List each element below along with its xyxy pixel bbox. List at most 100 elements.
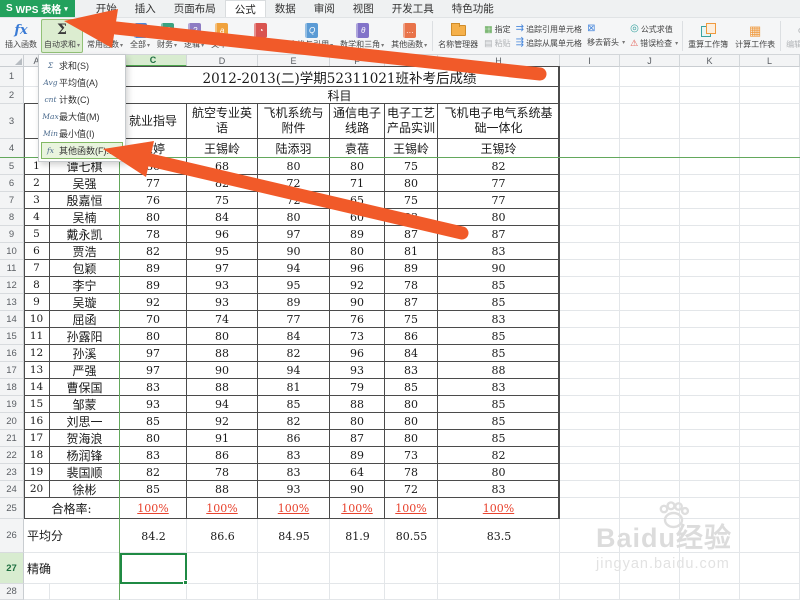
tab-特色功能[interactable]: 特色功能 xyxy=(451,3,494,15)
cell-L23[interactable] xyxy=(740,464,800,481)
cell-L9[interactable] xyxy=(740,226,800,243)
cell-L2[interactable] xyxy=(740,87,800,104)
cell-J15[interactable] xyxy=(620,328,680,345)
cell-C7[interactable]: 76 xyxy=(120,192,187,209)
cell-H27[interactable] xyxy=(438,553,560,584)
cell-C17[interactable]: 97 xyxy=(120,362,187,379)
cell-I18[interactable] xyxy=(560,379,620,396)
cell-E14[interactable]: 77 xyxy=(258,311,330,328)
student-no-2[interactable]: 2 xyxy=(24,175,50,192)
pass-rate-3[interactable]: 100% xyxy=(258,498,330,519)
student-no-7[interactable]: 7 xyxy=(24,260,50,277)
cell-J25[interactable] xyxy=(620,498,680,519)
cell-I10[interactable] xyxy=(560,243,620,260)
tab-视图[interactable]: 视图 xyxy=(352,3,374,15)
cell-H5[interactable]: 82 xyxy=(438,158,560,175)
cell-F24[interactable]: 90 xyxy=(330,481,385,498)
cell-D22[interactable]: 86 xyxy=(187,447,258,464)
cell-I28[interactable] xyxy=(560,584,620,600)
cell-K27[interactable] xyxy=(680,553,740,584)
cell-H6[interactable]: 77 xyxy=(438,175,560,192)
cell-H8[interactable]: 80 xyxy=(438,209,560,226)
student-no-20[interactable]: 20 xyxy=(24,481,50,498)
category-button-财务[interactable]: $ 财务▾ xyxy=(154,19,180,53)
student-no-14[interactable]: 14 xyxy=(24,379,50,396)
row-header-28[interactable]: 28 xyxy=(0,584,24,600)
sheet-title-cell[interactable]: 2012-2013(二)学期52311021班补考后成绩 xyxy=(120,67,560,87)
category-button-其他函数[interactable]: … 其他函数▾ xyxy=(388,19,430,53)
cell-G12[interactable]: 78 xyxy=(385,277,438,294)
select-all-corner[interactable] xyxy=(0,55,24,67)
cell-L14[interactable] xyxy=(740,311,800,328)
cell-I2[interactable] xyxy=(560,87,620,104)
student-name-3[interactable]: 殷嘉恒 xyxy=(50,192,120,209)
col-header-L[interactable]: L xyxy=(740,55,800,67)
cell-K2[interactable] xyxy=(680,87,740,104)
teacher-2[interactable]: 王锡岭 xyxy=(187,139,258,158)
evaluate-formula-button[interactable]: ◎ 公式求值 xyxy=(630,23,673,34)
average-3[interactable]: 84.95 xyxy=(278,529,310,543)
subject-header-2[interactable]: 航空专业英语 xyxy=(187,104,258,139)
cell-H23[interactable]: 80 xyxy=(438,464,560,481)
cell-G22[interactable]: 73 xyxy=(385,447,438,464)
cell-G9[interactable]: 87 xyxy=(385,226,438,243)
cell-F26[interactable] xyxy=(330,519,385,553)
name-manager-button[interactable]: 名称管理器 xyxy=(435,19,481,53)
cell-L8[interactable] xyxy=(740,209,800,226)
row-header-22[interactable]: 22 xyxy=(0,447,24,464)
cell-C14[interactable]: 70 xyxy=(120,311,187,328)
cell-H20[interactable]: 85 xyxy=(438,413,560,430)
cell-F22[interactable]: 89 xyxy=(330,447,385,464)
cell-G5[interactable]: 75 xyxy=(385,158,438,175)
cell-J2[interactable] xyxy=(620,87,680,104)
student-name-17[interactable]: 贺海浪 xyxy=(50,430,120,447)
cell-I27[interactable] xyxy=(560,553,620,584)
student-name-13[interactable]: 严强 xyxy=(50,362,120,379)
cell-I16[interactable] xyxy=(560,345,620,362)
cell-G14[interactable]: 75 xyxy=(385,311,438,328)
tab-公式[interactable]: 公式 xyxy=(224,0,266,17)
cell-F13[interactable]: 90 xyxy=(330,294,385,311)
cell-K28[interactable] xyxy=(680,584,740,600)
cell-F19[interactable]: 88 xyxy=(330,396,385,413)
paste-button[interactable]: ▤ 粘贴 xyxy=(484,37,511,48)
cell-K24[interactable] xyxy=(680,481,740,498)
cell-J19[interactable] xyxy=(620,396,680,413)
average-1[interactable]: 84.2 xyxy=(141,529,166,543)
cell-I9[interactable] xyxy=(560,226,620,243)
cell-K13[interactable] xyxy=(680,294,740,311)
cell-L13[interactable] xyxy=(740,294,800,311)
cell-D16[interactable]: 88 xyxy=(187,345,258,362)
cell-C22[interactable]: 83 xyxy=(120,447,187,464)
cell-L7[interactable] xyxy=(740,192,800,209)
cell-K5[interactable] xyxy=(680,158,740,175)
cell-D27[interactable] xyxy=(187,553,258,584)
row-header-16[interactable]: 16 xyxy=(0,345,24,362)
cell-E23[interactable]: 83 xyxy=(258,464,330,481)
cell-G20[interactable]: 80 xyxy=(385,413,438,430)
cell-E7[interactable]: 72 xyxy=(258,192,330,209)
category-button-数学和三角[interactable]: θ 数学和三角▾ xyxy=(337,19,387,53)
cell-L20[interactable] xyxy=(740,413,800,430)
cell-J1[interactable] xyxy=(620,67,680,87)
trace-precedents-button[interactable]: ⇉ 追踪引用单元格 xyxy=(515,23,583,34)
cell-K14[interactable] xyxy=(680,311,740,328)
row-header-14[interactable]: 14 xyxy=(0,311,24,328)
cell-F21[interactable]: 87 xyxy=(330,430,385,447)
student-name-16[interactable]: 刘思一 xyxy=(50,413,120,430)
cell-G28[interactable] xyxy=(385,584,438,600)
cell-H18[interactable]: 83 xyxy=(438,379,560,396)
cell-C28[interactable] xyxy=(120,584,187,600)
cell-G26[interactable] xyxy=(385,519,438,553)
cell-H19[interactable]: 85 xyxy=(438,396,560,413)
cell-G16[interactable]: 84 xyxy=(385,345,438,362)
student-no-12[interactable]: 12 xyxy=(24,345,50,362)
student-name-14[interactable]: 曹保国 xyxy=(50,379,120,396)
cell-G11[interactable]: 89 xyxy=(385,260,438,277)
tab-页面布局[interactable]: 页面布局 xyxy=(173,3,216,15)
pass-rate-1[interactable]: 100% xyxy=(120,498,187,519)
cell-J17[interactable] xyxy=(620,362,680,379)
cell-I13[interactable] xyxy=(560,294,620,311)
cell-L28[interactable] xyxy=(740,584,800,600)
cell-K10[interactable] xyxy=(680,243,740,260)
